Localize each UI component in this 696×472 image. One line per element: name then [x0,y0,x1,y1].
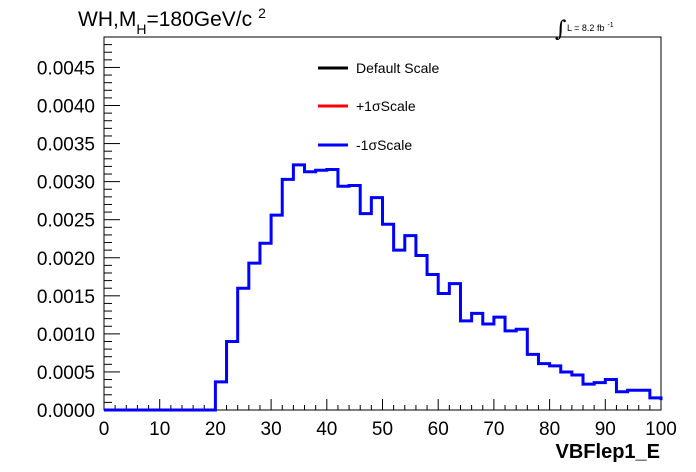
x-tick-label: 50 [372,419,393,440]
legend-entry: -1σScale [318,137,412,153]
x-tick-label: 90 [595,419,616,440]
legend-label: Default Scale [356,60,439,76]
integral-symbol: ∫ [555,17,567,42]
y-tick-label: 0.0025 [37,211,95,232]
y-tick-label: 0.0045 [37,58,95,79]
x-tick-label: 30 [261,419,282,440]
x-tick-label: 40 [316,419,337,440]
y-tick-label: 0.0035 [37,135,95,156]
x-tick-label: 80 [539,419,560,440]
chart-title: WH,MH=180GeV/c 2 [78,5,266,37]
x-tick-label: 70 [483,419,504,440]
x-tick-label: 20 [205,419,226,440]
y-tick-label: 0.0000 [37,401,95,422]
luminosity-label: ∫ L = 8.2 fb -1 [555,17,614,42]
legend-label: -1σScale [356,137,412,153]
x-tick-label: 10 [149,419,170,440]
axes: 0 10 20 30 40 50 60 70 80 90 100 0.0000 0.0005 0.0010… [37,36,677,440]
legend-label: +1σScale [356,98,416,114]
title-text: WH,MH=180GeV/c 2 [78,5,266,37]
x-tick-label: 60 [428,419,449,440]
x-tick-label: 100 [645,419,677,440]
y-tick-label: 0.0010 [37,325,95,346]
luminosity-text: L = 8.2 fb -1 [567,22,614,33]
y-tick-label: 0.0020 [37,249,95,270]
x-axis-label: VBFlep1_E [556,441,660,463]
y-tick-label: 0.0040 [37,97,95,118]
y-tick-label: 0.0005 [37,363,95,384]
y-tick-label: 0.0030 [37,173,95,194]
legend-entry: +1σScale [318,98,416,114]
series-line [104,163,663,412]
legend: Default Scale +1σScale -1σScale [318,60,439,153]
legend-entry: Default Scale [318,60,439,76]
series-layer [104,163,663,412]
y-tick-label: 0.0015 [37,287,95,308]
x-tick-label: 0 [99,419,110,440]
